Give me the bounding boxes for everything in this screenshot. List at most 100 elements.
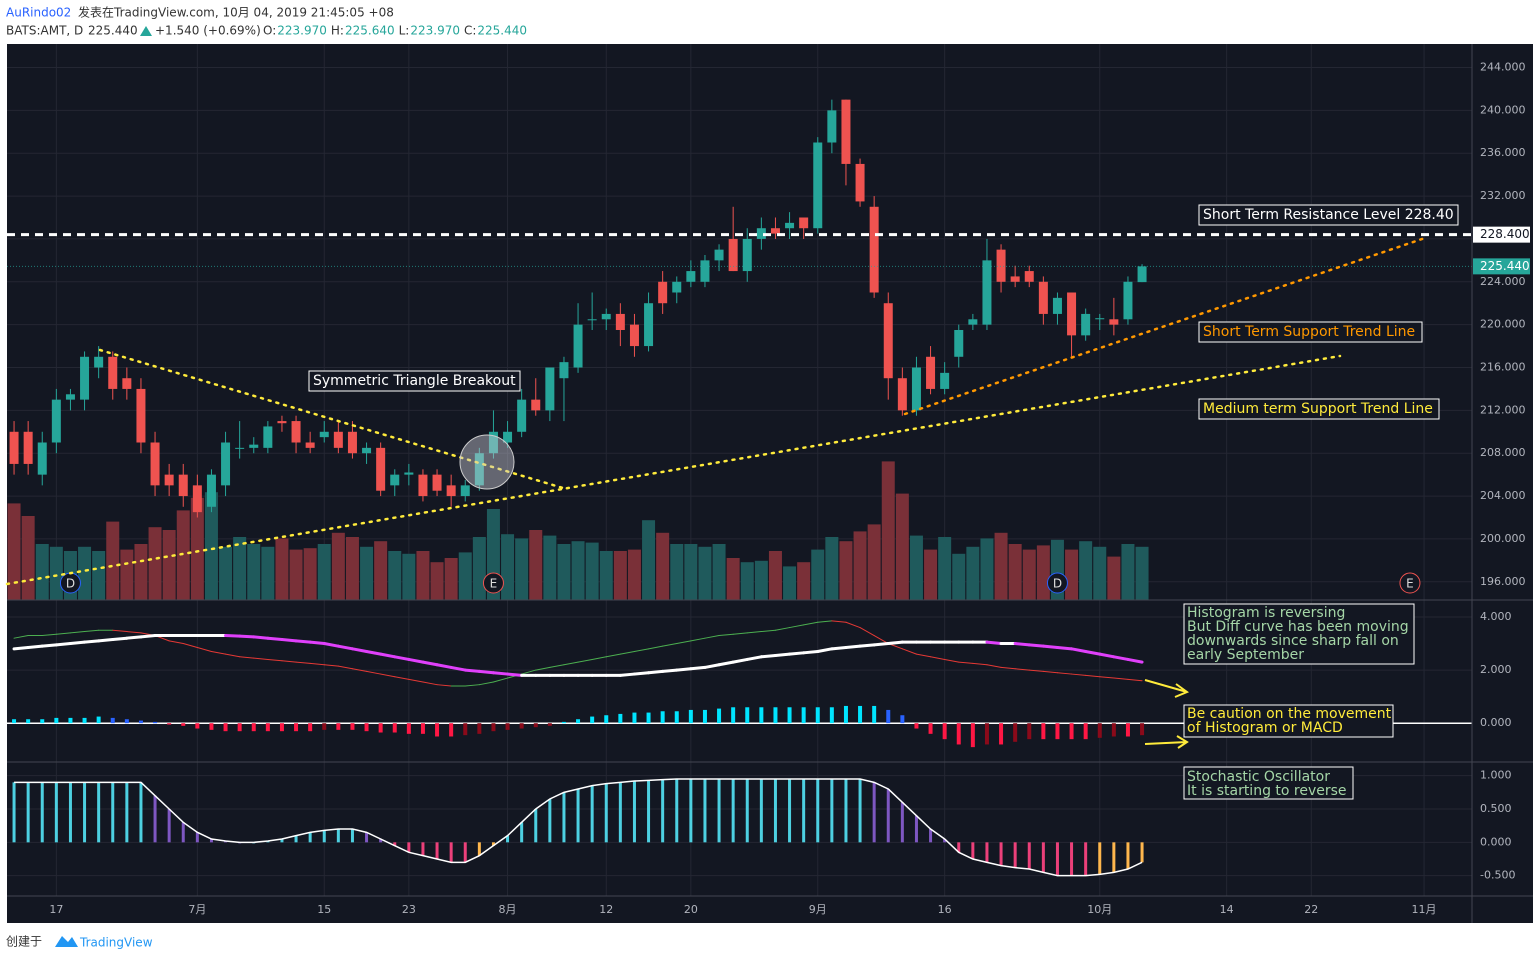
stochastic-bar: [125, 782, 129, 843]
published: 发表在TradingView.com, 10月 04, 2019 21:45:0…: [78, 5, 394, 20]
diff-line: [760, 629, 776, 633]
histogram-bar: [505, 723, 510, 730]
stochastic-bar: [914, 815, 918, 843]
histogram-bar: [54, 717, 59, 724]
candle-body: [333, 431, 343, 448]
candle-body: [390, 474, 400, 486]
diff-line: [41, 633, 57, 637]
volume-bar: [458, 552, 472, 600]
note: downwards since sharp fall on: [1187, 633, 1399, 649]
candle-body: [869, 206, 879, 293]
candle-body: [1010, 276, 1020, 282]
histogram-bar: [96, 716, 101, 724]
histogram-bar: [435, 723, 440, 737]
histogram-bar: [364, 723, 369, 732]
histogram-bar: [1027, 723, 1032, 740]
macd-line: [68, 640, 87, 646]
diff-line: [535, 666, 551, 671]
diff-line: [746, 631, 762, 634]
candle-body: [277, 421, 287, 424]
macd-line: [111, 636, 129, 642]
candle-body: [686, 271, 696, 282]
diff-line: [619, 650, 635, 655]
triangle-trendline: [98, 348, 565, 490]
stochastic-bar: [139, 782, 143, 843]
stochastic-bar: [421, 842, 425, 856]
x-tick-label: 8月: [499, 903, 517, 916]
histogram-bar: [40, 719, 45, 724]
stochastic-bar: [703, 779, 707, 843]
macd-line: [280, 638, 298, 643]
candle-body: [319, 431, 329, 438]
candle-body: [883, 303, 893, 379]
event-marker: [482, 572, 504, 594]
macd-line: [858, 643, 876, 648]
note: Medium term Support Trend Line: [1203, 401, 1433, 417]
note: Histogram is reversing: [1187, 605, 1345, 621]
stochastic-bar: [802, 779, 806, 843]
event-label: D: [1053, 577, 1062, 591]
stochastic-bar: [900, 802, 904, 843]
diff-line: [1014, 668, 1030, 671]
histogram-bar: [731, 707, 736, 724]
diff-line: [295, 661, 311, 664]
macd-line: [238, 634, 256, 639]
stochastic-line: [14, 778, 1143, 877]
macd-line: [506, 672, 524, 677]
volume-bar: [895, 493, 909, 600]
breakout-circle: [459, 434, 515, 490]
diff-line: [366, 670, 382, 675]
macd-line: [491, 671, 510, 676]
candle-body: [545, 367, 555, 411]
volume-bar: [360, 546, 374, 600]
macd-line: [731, 657, 749, 664]
histogram-bar: [153, 721, 158, 724]
macd-line: [477, 669, 495, 675]
volume-bar: [233, 537, 247, 600]
histogram-bar: [604, 715, 609, 724]
macd-line: [661, 668, 679, 673]
note-box: [1198, 321, 1423, 343]
event-label: E: [1406, 577, 1414, 591]
note: Stochastic Oscillator: [1187, 769, 1330, 785]
histogram-bar: [576, 719, 581, 724]
x-tick-label: 7月: [188, 903, 206, 916]
x-tick-label: 17: [49, 903, 63, 916]
volume-bar: [515, 538, 529, 600]
macd-line: [830, 645, 848, 651]
diff-line: [591, 656, 607, 660]
stochastic-bar: [506, 835, 510, 843]
volume-bar: [642, 520, 656, 600]
diff-line: [633, 648, 650, 652]
ohlc-label: H:: [331, 24, 344, 38]
stochastic-bar: [153, 795, 157, 843]
histogram-bar: [1069, 723, 1074, 740]
macd-line: [54, 642, 72, 647]
y-tick-label: 0.000: [1480, 716, 1512, 729]
volume-bar: [557, 544, 571, 600]
macd-line: [618, 672, 636, 677]
y-tick-label: 216.000: [1480, 361, 1526, 374]
candle-body: [742, 238, 752, 272]
price-badge: [1473, 226, 1530, 243]
candle-body: [305, 442, 315, 448]
note-box: [308, 370, 521, 392]
macd-line: [802, 649, 820, 655]
histogram-bar: [928, 723, 933, 734]
macd-line: [872, 642, 890, 647]
macd-line: [985, 640, 1003, 646]
histogram-bar: [1140, 723, 1145, 736]
candle-body: [150, 442, 160, 486]
macd-line: [1098, 652, 1116, 659]
volume-bar: [994, 532, 1008, 600]
macd-line: [1070, 647, 1088, 653]
candle-body: [756, 228, 766, 239]
stochastic-bar: [632, 781, 636, 843]
stochastic-bar: [929, 829, 933, 843]
diff-line: [873, 635, 889, 645]
stochastic-bar: [12, 782, 16, 843]
macd-line: [322, 642, 340, 648]
macd-line: [1126, 657, 1144, 664]
candle-body: [813, 142, 823, 229]
histogram-bar: [533, 723, 538, 728]
